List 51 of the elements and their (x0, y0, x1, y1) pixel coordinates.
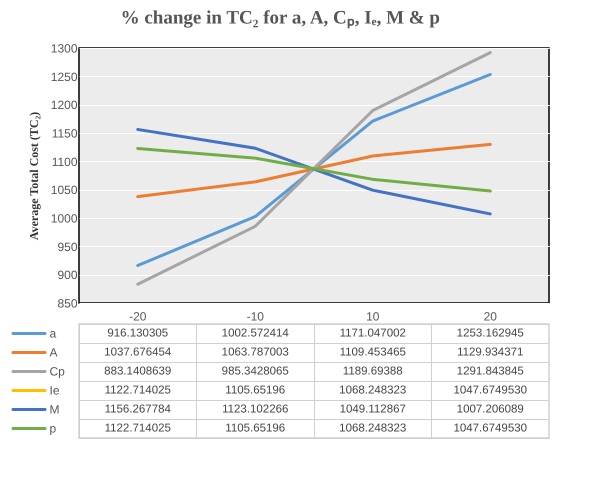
line-series (136, 146, 492, 192)
legend-label: M (50, 402, 60, 416)
data-label: 883.1408639 (104, 366, 172, 378)
data-label: 1253.162945 (456, 328, 524, 340)
y-tick-label: 1100 (52, 154, 78, 169)
data-label: 1002.572414 (222, 328, 290, 340)
data-label: 1122.714025 (104, 422, 171, 434)
x-tick-label: 20 (484, 310, 498, 324)
legend-label: Ie (50, 384, 60, 398)
text: 1047.6749530 (453, 384, 528, 396)
x-tick-label: 10 (366, 310, 380, 324)
y-tick-label: 900 (57, 268, 78, 282)
legend-label: Cp (50, 364, 66, 378)
y-tick-label: 850 (57, 296, 78, 310)
data-label: 1109.453465 (340, 346, 406, 358)
y-tick-label: 1200 (50, 98, 78, 112)
data-label: 1037.676454 (104, 346, 172, 358)
data-label: 1156.267784 (104, 404, 172, 416)
data-label: 1049.112867 (340, 404, 406, 416)
y-tick-label: 1150 (52, 126, 78, 140)
x-tick-label: -10 (246, 310, 264, 324)
data-label: 1129.934371 (457, 346, 524, 358)
text: 1068.248323 (339, 384, 406, 396)
data-label: 1105.65196 (225, 422, 286, 434)
legend-label: a (50, 326, 56, 340)
text: 1122.714025 (104, 384, 171, 396)
y-tick-label: 1050 (50, 183, 78, 198)
line-series (136, 51, 492, 286)
data-label: 1123.102266 (222, 404, 288, 416)
data-label: 1068.248323 (339, 422, 406, 434)
line-series (136, 73, 492, 268)
data-label: 916.130305 (107, 328, 168, 340)
data-label: 985.3428065 (222, 366, 289, 378)
y-tick-label: 1250 (50, 70, 78, 84)
y-axis-title: Average Total Cost (TC₂) (26, 112, 41, 240)
data-label: 1291.843845 (456, 366, 524, 378)
legend-label: A (50, 346, 58, 360)
y-tick-label: 950 (57, 240, 78, 254)
y-tick-label: 1300 (50, 42, 78, 56)
data-label: 1171.047002 (340, 328, 406, 340)
line-series (136, 128, 492, 216)
chart-title: % change in TC₂ for a, A, Cₚ, Iₑ, M & p (120, 7, 440, 28)
data-label: 1007.206089 (456, 404, 524, 416)
y-tick-label: 1000 (50, 212, 78, 226)
legend-label: p (50, 422, 56, 436)
line-series (136, 142, 492, 198)
x-tick-label: -20 (129, 310, 147, 324)
data-label: 1047.6749530 (453, 422, 528, 434)
data-label: 1063.787003 (222, 346, 289, 358)
data-label: 1189.69388 (342, 366, 403, 378)
text: 1105.65196 (225, 384, 286, 396)
